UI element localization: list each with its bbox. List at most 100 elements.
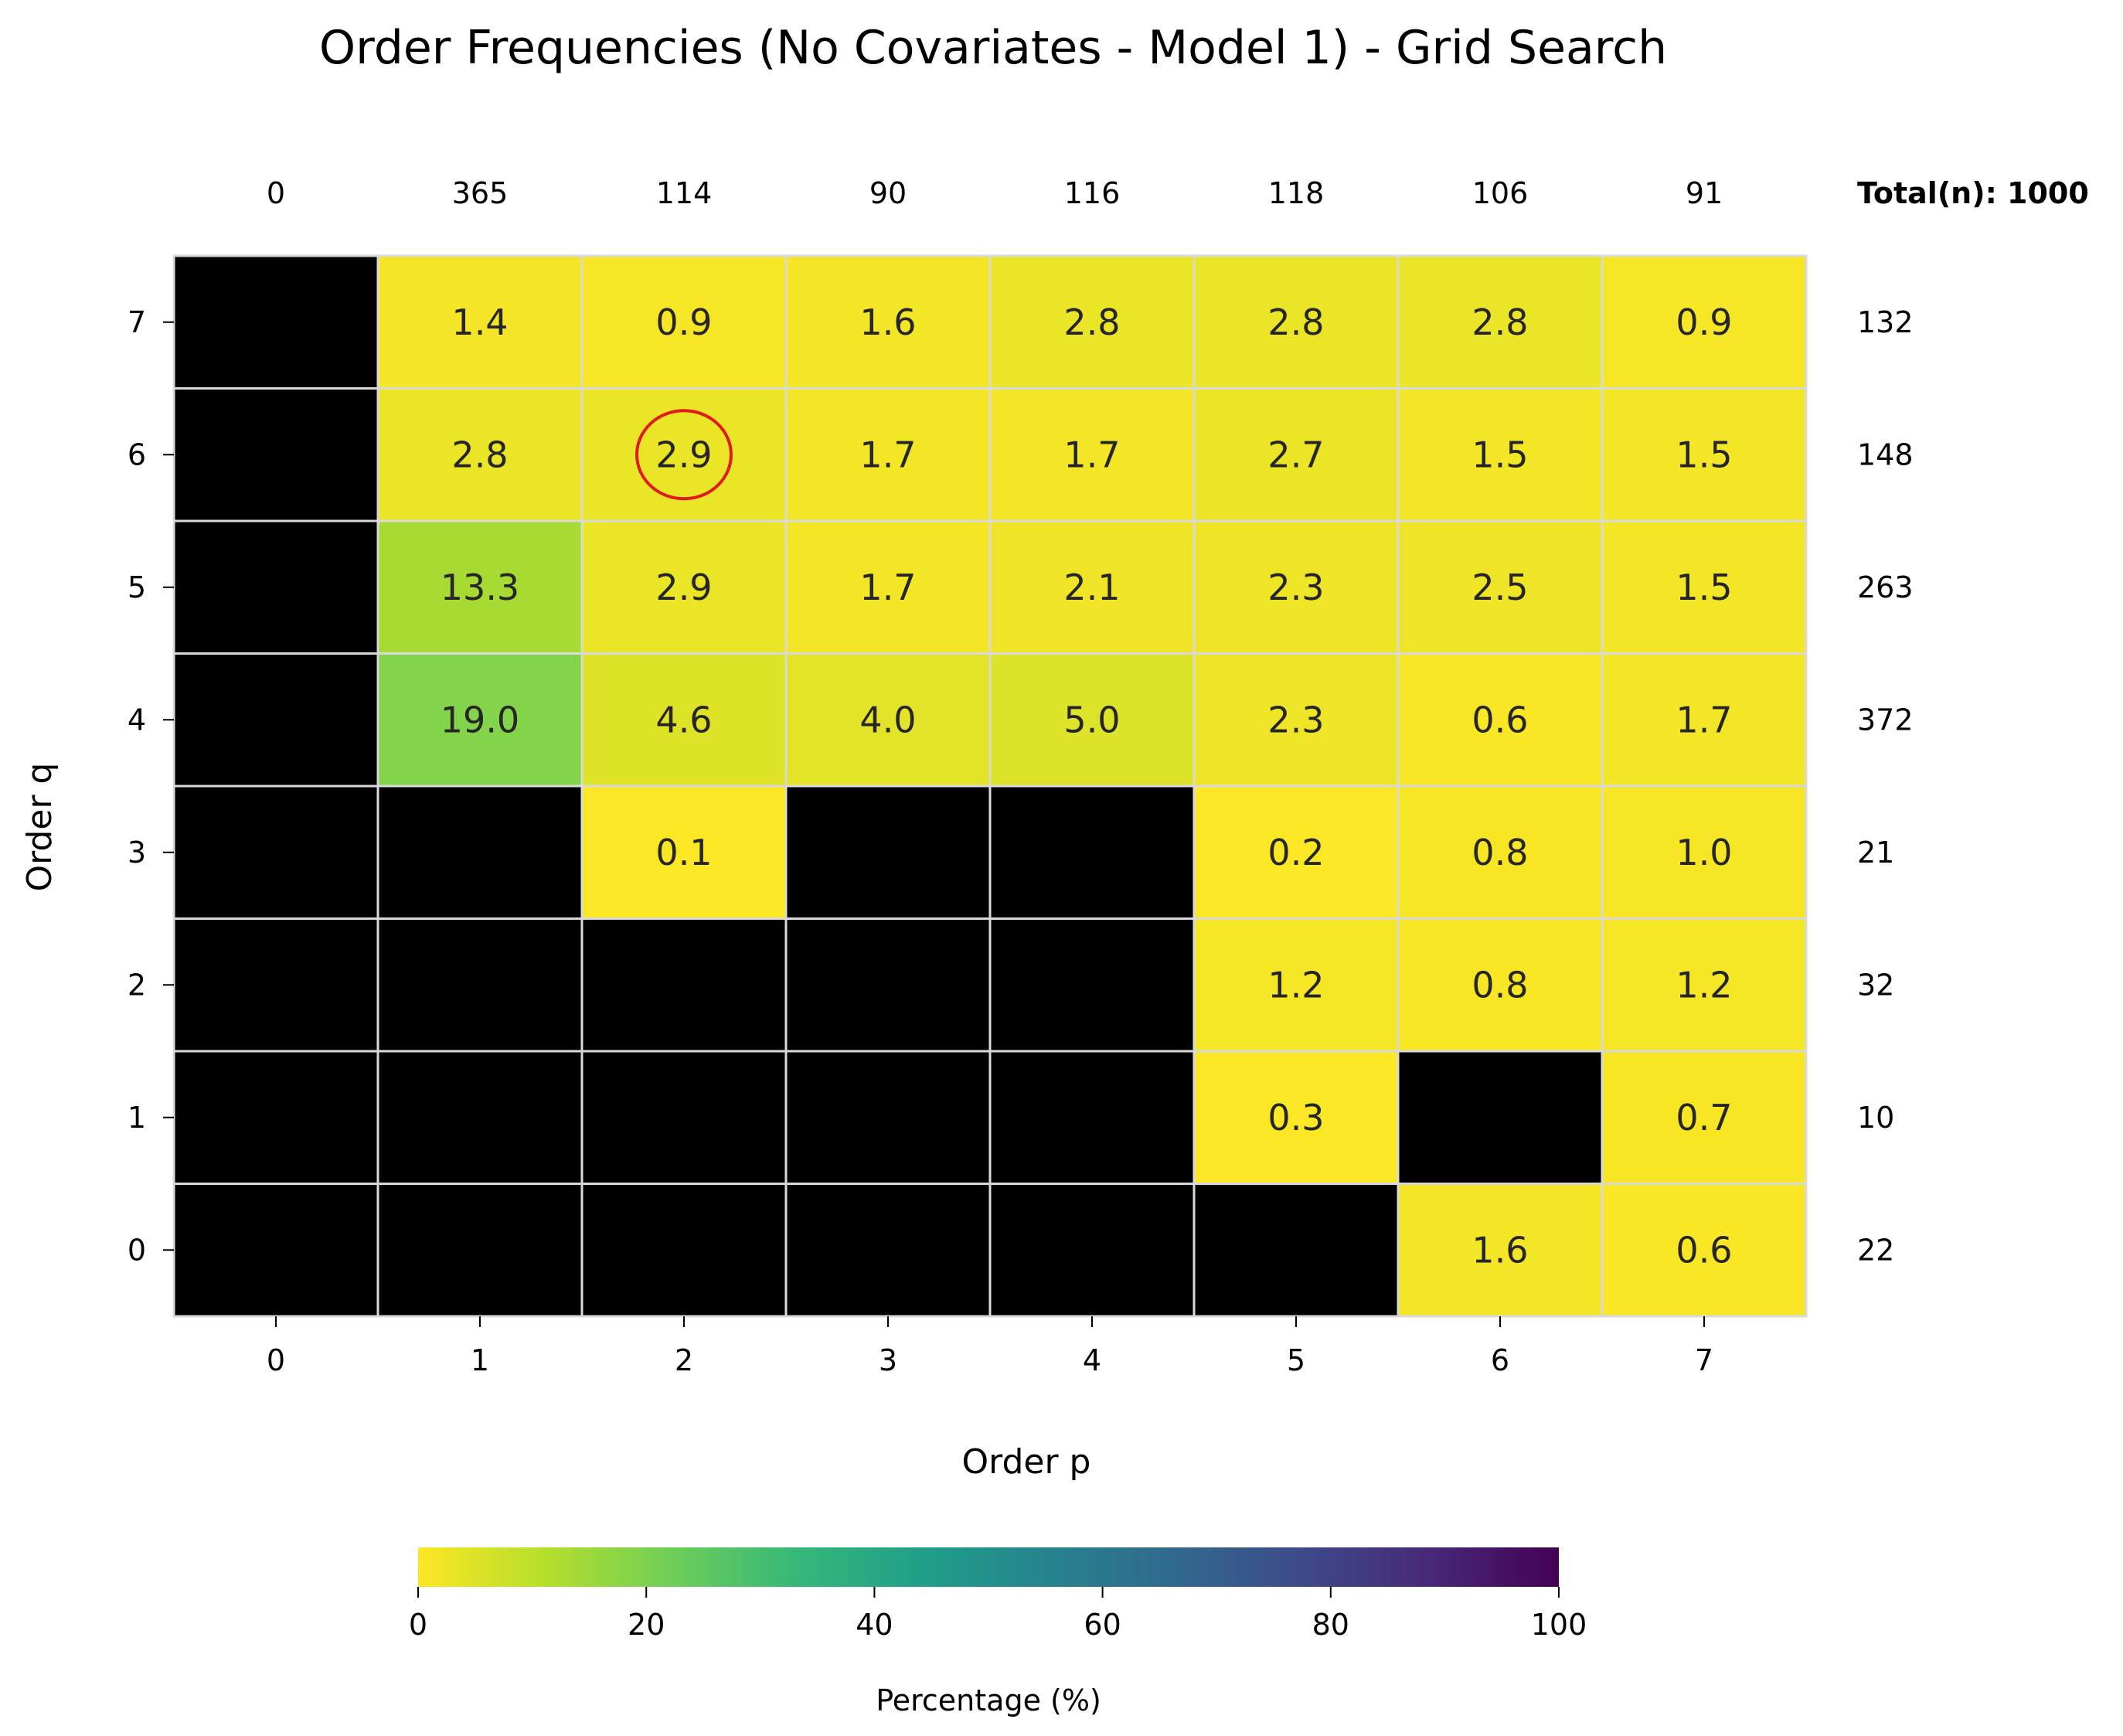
cell-value-q6-p6: 1.5 [1471, 434, 1528, 475]
x-tick-label: 1 [471, 1343, 489, 1377]
heatmap-cell-q7-p0 [172, 254, 379, 390]
colorbar-tick-label: 80 [1312, 1608, 1349, 1642]
cell-value-q5-p5: 2.3 [1267, 567, 1324, 608]
cell-value-q5-p7: 1.5 [1676, 567, 1732, 608]
heatmap-cell-q5-p4 [988, 519, 1196, 655]
heatmap-cell-q1-p3 [784, 1050, 992, 1185]
x-tick-label: 5 [1287, 1343, 1305, 1377]
cell-value-q7-p6: 2.8 [1471, 301, 1528, 343]
row-total-q0: 22 [1857, 1233, 1894, 1267]
cell-value-q5-p6: 2.5 [1471, 567, 1528, 608]
total-label: Total(n): 1000 [1857, 176, 2089, 210]
heatmap-cell-q4-p6 [1397, 652, 1604, 788]
heatmap-cell-q2-p2 [580, 917, 788, 1053]
column-total-p2: 114 [656, 176, 713, 210]
heatmap-cell-q1-p6 [1397, 1050, 1604, 1185]
column-total-p0: 0 [267, 176, 285, 210]
cell-value-q7-p2: 0.9 [655, 301, 712, 343]
colorbar-tick-label: 0 [409, 1608, 427, 1642]
heatmap-cells [172, 254, 1808, 1318]
row-totals: 132 148 263 372 21 32 10 22 [1857, 305, 1914, 1268]
y-tick-label: 6 [128, 437, 146, 471]
y-tick-label: 7 [128, 305, 146, 339]
cell-value-q4-p4: 5.0 [1063, 699, 1120, 740]
heatmap-cell-q2-p1 [376, 917, 583, 1053]
heatmap-cell-q0-p2 [580, 1183, 788, 1318]
heatmap-cell-q6-p0 [172, 387, 379, 523]
cell-value-q4-p3: 4.0 [859, 699, 916, 740]
y-tick-label: 4 [128, 703, 146, 737]
cell-value-q1-p5: 0.3 [1267, 1097, 1324, 1139]
heatmap-cell-q0-p4 [988, 1183, 1196, 1318]
cell-value-q5-p2: 2.9 [655, 567, 712, 608]
heatmap-cell-q0-p0 [172, 1183, 379, 1318]
y-axis-label: Order q [20, 763, 60, 892]
y-tick-label: 0 [128, 1233, 146, 1267]
heatmap-cell-q6-p5 [1192, 387, 1400, 523]
cell-value-q7-p7: 0.9 [1676, 301, 1732, 343]
cell-value-q6-p2: 2.9 [655, 434, 712, 475]
heatmap-cell-q1-p0 [172, 1050, 379, 1185]
heatmap-cell-q2-p3 [784, 917, 992, 1053]
heatmap-cell-q7-p4 [988, 254, 1196, 390]
colorbar-label: Percentage (%) [876, 1683, 1101, 1717]
cell-value-q6-p4: 1.7 [1063, 434, 1120, 475]
heatmap-cell-q6-p3 [784, 387, 992, 523]
colorbar [418, 1547, 1559, 1587]
row-total-q6: 148 [1857, 437, 1914, 471]
cell-value-q6-p3: 1.7 [859, 434, 916, 475]
cell-value-q4-p7: 1.7 [1676, 699, 1732, 740]
cell-value-q7-p3: 1.6 [859, 301, 916, 343]
heatmap-cell-q5-p2 [580, 519, 788, 655]
colorbar-tick-label: 40 [856, 1608, 893, 1642]
cell-value-q6-p7: 1.5 [1676, 434, 1732, 475]
x-axis-ticks: 0 1 2 3 4 5 6 7 [267, 1316, 1713, 1377]
cell-value-q4-p6: 0.6 [1471, 699, 1528, 740]
heatmap-cell-q3-p6 [1397, 785, 1604, 920]
y-axis-ticks: 7 6 5 4 3 2 1 0 [128, 305, 174, 1267]
heatmap-cell-q4-p1 [376, 652, 583, 788]
heatmap-cell-q5-p6 [1397, 519, 1604, 655]
column-total-p1: 365 [452, 176, 509, 210]
heatmap-cell-q0-p5 [1192, 1183, 1400, 1318]
highlight-marker [635, 409, 733, 501]
column-total-p7: 91 [1686, 176, 1723, 210]
row-total-q3: 21 [1857, 836, 1894, 870]
heatmap-cell-q2-p4 [988, 917, 1196, 1053]
heatmap-cell-q7-p2 [580, 254, 788, 390]
colorbar-tick-label: 20 [628, 1608, 665, 1642]
cell-value-q5-p4: 2.1 [1063, 567, 1120, 608]
cell-value-q2-p6: 0.8 [1471, 964, 1528, 1006]
row-total-q2: 32 [1857, 968, 1894, 1002]
x-tick-label: 3 [879, 1343, 897, 1377]
heatmap-cell-q7-p1 [376, 254, 583, 390]
heatmap-cell-q5-p5 [1192, 519, 1400, 655]
heatmap-cell-q7-p3 [784, 254, 992, 390]
cell-value-q4-p2: 4.6 [655, 699, 712, 740]
heatmap-cell-q4-p7 [1601, 652, 1808, 788]
heatmap-cell-q2-p0 [172, 917, 379, 1053]
heatmap-cell-q6-p1 [376, 387, 583, 523]
heatmap-cell-q0-p7 [1601, 1183, 1808, 1318]
cell-value-q3-p6: 0.8 [1471, 832, 1528, 873]
column-total-p6: 106 [1472, 176, 1529, 210]
column-totals: 0 365 114 90 116 118 106 91 [267, 176, 1723, 210]
cell-value-q0-p6: 1.6 [1471, 1229, 1528, 1271]
x-tick-label: 4 [1083, 1343, 1101, 1377]
heatmap-cell-q1-p7 [1601, 1050, 1808, 1185]
heatmap-cell-q1-p4 [988, 1050, 1196, 1185]
y-tick-label: 2 [128, 968, 146, 1002]
heatmap-cell-q5-p7 [1601, 519, 1808, 655]
heatmap-cell-q3-p3 [784, 785, 992, 920]
cell-value-q0-p7: 0.6 [1676, 1229, 1732, 1271]
colorbar-tick-label: 100 [1531, 1608, 1587, 1642]
cell-value-q3-p7: 1.0 [1676, 832, 1732, 873]
x-axis-label: Order p [962, 1442, 1091, 1482]
heatmap-cell-q7-p6 [1397, 254, 1604, 390]
column-total-p5: 118 [1268, 176, 1325, 210]
x-tick-label: 0 [267, 1343, 285, 1377]
colorbar-ticks: 0 20 40 60 80 100 [409, 1587, 1587, 1642]
heatmap-cell-q5-p3 [784, 519, 992, 655]
heatmap-cell-q4-p4 [988, 652, 1196, 788]
